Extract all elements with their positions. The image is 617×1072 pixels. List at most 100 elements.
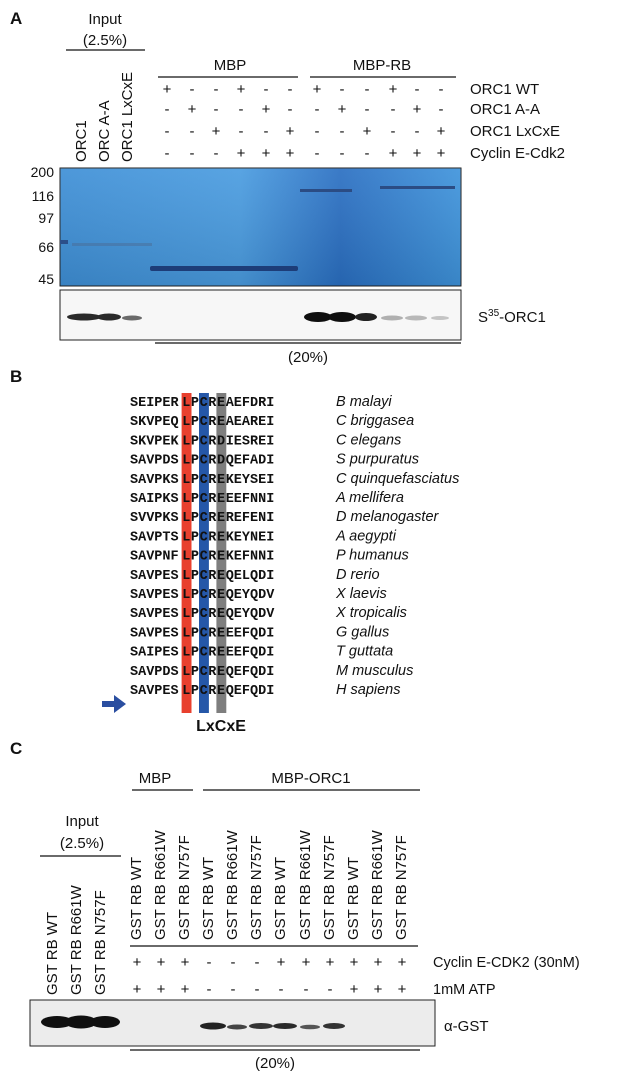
human-row-arrow xyxy=(102,695,126,713)
species-name: D melanogaster xyxy=(336,509,440,525)
panel-a-input-label: Input xyxy=(88,11,122,28)
blot-band-input-2 xyxy=(65,1015,97,1029)
sequence-residue-x2: R xyxy=(208,511,217,526)
blot-band-input-3 xyxy=(90,1016,120,1028)
panel-c-group-mbp-orc1: MBP-ORC1 xyxy=(271,770,350,787)
sequence-residue-C: C xyxy=(200,454,208,469)
panel-c-sign: + xyxy=(350,954,359,971)
panel-a-row-label: ORC1 WT xyxy=(470,81,539,98)
panel-c-sign: + xyxy=(374,981,383,998)
panel-c-sign: - xyxy=(207,981,212,998)
panel-a-row-label: Cyclin E-Cdk2 xyxy=(470,145,565,162)
sequence-residue-L: L xyxy=(182,473,190,488)
panel-a-label: A xyxy=(10,9,22,28)
panel-c-sign: + xyxy=(302,954,311,971)
panel-c-row-labels: Cyclin E-CDK2 (30nM) 1mM ATP xyxy=(433,955,580,998)
sequence-prefix: SAVPES xyxy=(130,684,179,699)
blot-band-orc1-6 xyxy=(323,1023,345,1029)
alignment-row: SAVPES L P C R E QEFQDI H sapiens xyxy=(130,682,400,699)
alignment-highlight-columns xyxy=(181,393,227,713)
coomassie-gel xyxy=(59,167,462,287)
panel-a-group-mbp: MBP xyxy=(214,57,247,74)
panel-a-sign: - xyxy=(315,101,320,118)
blot-band-orc1-2 xyxy=(227,1024,247,1030)
sequence-residue-C: C xyxy=(200,569,208,584)
species-name: G gallus xyxy=(336,624,389,640)
sequence-residue-x1: P xyxy=(191,550,199,565)
panel-a-sign: - xyxy=(214,145,219,162)
species-name: A mellifera xyxy=(335,490,404,506)
panel-c-lane-label: GST RB WT xyxy=(272,857,289,940)
sequence-residue-C: C xyxy=(200,530,208,545)
sequence-prefix: SAIPKS xyxy=(130,492,179,507)
panel-a-row-label: ORC1 LxCxE xyxy=(470,123,560,140)
panel-c-sign: + xyxy=(157,954,166,971)
sequence-residue-x1: P xyxy=(191,434,199,449)
sequence-residue-C: C xyxy=(200,396,208,411)
panel-c-sign: + xyxy=(398,981,407,998)
panel-c-input-label: Input xyxy=(65,813,99,830)
panel-a-sign: - xyxy=(239,101,244,118)
panel-a-sign: - xyxy=(315,123,320,140)
autorad-band-input-3 xyxy=(122,315,142,321)
sequence-prefix: SAVPES xyxy=(130,607,179,622)
sequence-residue-L: L xyxy=(182,434,190,449)
mbp-rb-band-left xyxy=(300,189,352,192)
species-name: B malayi xyxy=(336,394,392,410)
sequence-residue-x1: P xyxy=(191,492,199,507)
panel-c-row-label: Cyclin E-CDK2 (30nM) xyxy=(433,955,580,971)
sequence-residue-L: L xyxy=(182,569,190,584)
panel-c-sign: + xyxy=(350,981,359,998)
panel-a-sign: - xyxy=(340,81,345,98)
sequence-residue-L: L xyxy=(182,626,190,641)
panel-a-sign: + xyxy=(413,101,422,118)
species-name: A aegypti xyxy=(335,528,397,544)
panel-a-input-pct: (2.5%) xyxy=(83,32,127,49)
sequence-residue-E: E xyxy=(217,607,225,622)
sequence-residue-C: C xyxy=(200,665,208,680)
sequence-residue-x1: P xyxy=(191,473,199,488)
panel-c-lane-label: GST RB R661W xyxy=(224,829,241,940)
panel-a-sign: - xyxy=(190,145,195,162)
species-name: C elegans xyxy=(336,432,401,448)
panel-a-sign: + xyxy=(389,81,398,98)
sequence-residue-E: E xyxy=(217,569,225,584)
sequence-residue-x2: R xyxy=(208,492,217,507)
sequence-residue-E: E xyxy=(217,492,225,507)
alignment-row: SAVPES L P C R E QEYQDV X laevis xyxy=(130,586,387,603)
sequence-residue-L: L xyxy=(182,492,190,507)
panel-a-row-labels: ORC1 WT ORC1 A-A ORC1 LxCxE Cyclin E-Cdk2 xyxy=(470,81,565,162)
panel-a-sign: - xyxy=(365,101,370,118)
panel-a-input-lane-labels: ORC1 ORC A-A ORC1 LxCxE xyxy=(73,72,136,162)
alignment-row: SEIPER L P C R E AEFDRI B malayi xyxy=(130,394,392,411)
panel-c-sign: - xyxy=(328,981,333,998)
autorad-band-rb-4 xyxy=(381,315,403,321)
sequence-residue-x1: P xyxy=(191,626,199,641)
sequence-residue-L: L xyxy=(182,684,190,699)
mw-marker-label: 45 xyxy=(38,271,54,287)
panel-c-sign: - xyxy=(304,981,309,998)
sequence-residue-x1: P xyxy=(191,396,199,411)
panel-c-sign: + xyxy=(326,954,335,971)
panel-a-sign: + xyxy=(262,101,271,118)
alignment-row: SKVPEQ L P C R E AEAREI C briggasea xyxy=(130,413,414,430)
blot-band-orc1-3 xyxy=(249,1023,273,1029)
sequence-residue-C: C xyxy=(200,434,208,449)
panel-c-group-mbp: MBP xyxy=(139,770,172,787)
panel-c-sign: + xyxy=(374,954,383,971)
panel-c-lane-label: GST RB N757F xyxy=(176,835,193,940)
panel-a-sign: - xyxy=(264,123,269,140)
species-name: C briggasea xyxy=(336,413,414,429)
panel-c-lane-label: GST RB R661W xyxy=(297,829,314,940)
panel-c-sign: - xyxy=(207,954,212,971)
arrow-icon xyxy=(102,695,126,713)
autorad-band-rb-2 xyxy=(328,312,356,322)
mbp-band xyxy=(150,266,298,271)
panel-c-sign: + xyxy=(181,954,190,971)
panel-a-sign: - xyxy=(214,81,219,98)
alignment-row: SAVPTS L P C R E KEYNEI A aegypti xyxy=(130,528,397,545)
autorad-band-rb-6 xyxy=(431,316,449,320)
panel-a-sign: + xyxy=(313,81,322,98)
sequence-residue-L: L xyxy=(182,665,190,680)
